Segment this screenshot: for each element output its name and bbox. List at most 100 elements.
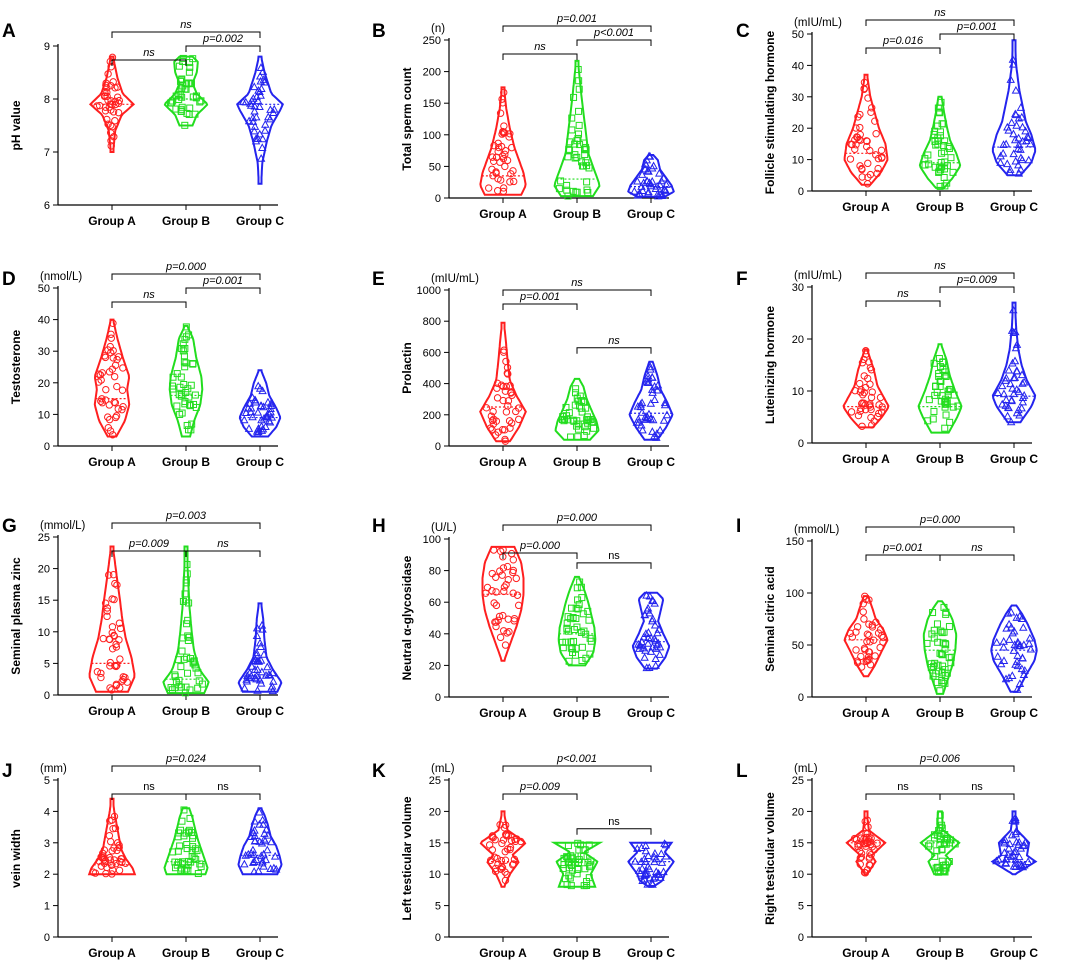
data-point (862, 347, 870, 355)
data-point (857, 849, 866, 858)
data-point (941, 137, 949, 145)
data-point (266, 404, 275, 413)
data-point (868, 388, 876, 396)
data-point (177, 390, 185, 398)
data-point (877, 146, 886, 155)
x-tick-label: Group C (236, 455, 284, 469)
significance-bracket (111, 273, 261, 280)
x-tick-label: Group C (236, 214, 284, 228)
violin-group-a (479, 86, 527, 196)
data-point (508, 861, 517, 869)
panel-letter: K (372, 761, 386, 782)
y-tick-label: 10 (792, 869, 804, 881)
x-tick-label: Group C (990, 706, 1038, 720)
data-point (940, 628, 948, 636)
data-point (250, 816, 259, 825)
data-point (269, 104, 279, 113)
data-point (655, 180, 665, 189)
data-point (123, 678, 131, 686)
data-point (109, 108, 118, 116)
data-point (171, 671, 179, 679)
data-point (1014, 840, 1023, 848)
data-point (249, 850, 259, 858)
data-point (637, 398, 647, 407)
data-point (513, 591, 522, 599)
data-point (258, 624, 267, 633)
data-point (564, 842, 572, 850)
data-point (1003, 608, 1013, 617)
data-point (925, 396, 933, 404)
data-point (662, 410, 672, 419)
data-point (102, 385, 110, 394)
data-point (109, 570, 118, 579)
data-point (946, 418, 954, 426)
data-point (633, 401, 643, 410)
unit-label: (U/L) (431, 522, 457, 534)
data-point (253, 407, 263, 416)
data-point (926, 840, 934, 848)
data-point (640, 610, 649, 618)
significance-label: ns (217, 538, 229, 550)
data-point (492, 601, 501, 610)
data-point (182, 388, 190, 396)
y-tick-label: 7 (44, 147, 50, 159)
data-point (651, 661, 660, 669)
data-point (999, 636, 1008, 645)
data-point (103, 607, 112, 615)
data-point (101, 92, 109, 100)
data-point (858, 422, 866, 430)
data-point (250, 82, 259, 91)
data-point (1004, 673, 1014, 682)
data-point (935, 355, 943, 363)
data-point (927, 660, 935, 668)
data-point (571, 154, 579, 162)
data-point (573, 153, 581, 161)
data-point (645, 873, 655, 882)
data-point (942, 608, 950, 616)
data-point (644, 187, 653, 196)
significance-bracket (502, 765, 652, 772)
data-point (110, 372, 119, 381)
data-point (253, 96, 263, 105)
data-point (574, 433, 582, 441)
data-point (861, 592, 869, 600)
data-point (582, 146, 590, 154)
data-point (1019, 670, 1029, 679)
data-point (936, 833, 944, 841)
data-point (935, 868, 943, 876)
data-point (107, 142, 115, 150)
y-tick-label: 60 (429, 597, 441, 609)
data-point (1008, 59, 1018, 68)
data-point (630, 856, 640, 865)
data-point (113, 846, 121, 855)
data-point (1016, 103, 1026, 111)
data-point (868, 104, 876, 112)
significance-label: p=0.024 (165, 753, 206, 765)
data-point (1004, 843, 1014, 852)
data-point (105, 831, 114, 840)
data-point (1008, 55, 1018, 63)
significance-bracket (865, 300, 941, 307)
data-point (493, 187, 502, 195)
data-point (575, 85, 583, 93)
data-point (189, 55, 197, 63)
data-point (574, 866, 582, 874)
y-tick-label: 10 (38, 409, 50, 421)
y-tick-label: 600 (423, 347, 441, 359)
data-point (660, 839, 669, 847)
data-point (863, 630, 872, 638)
data-point (180, 358, 188, 366)
data-point (864, 823, 872, 831)
panel-d: D (nmol/L) Testosterone 0 10 20 30 40 50 Group A G… (2, 261, 284, 469)
data-point (563, 186, 571, 194)
data-point (640, 653, 649, 661)
y-tick-label: 8 (44, 94, 50, 106)
data-point (497, 176, 505, 184)
violin-group-b (919, 810, 961, 876)
data-point (865, 648, 874, 656)
data-point (506, 424, 514, 432)
data-point (245, 399, 255, 407)
data-point (250, 836, 260, 845)
data-point (187, 655, 195, 663)
data-point (240, 859, 249, 868)
